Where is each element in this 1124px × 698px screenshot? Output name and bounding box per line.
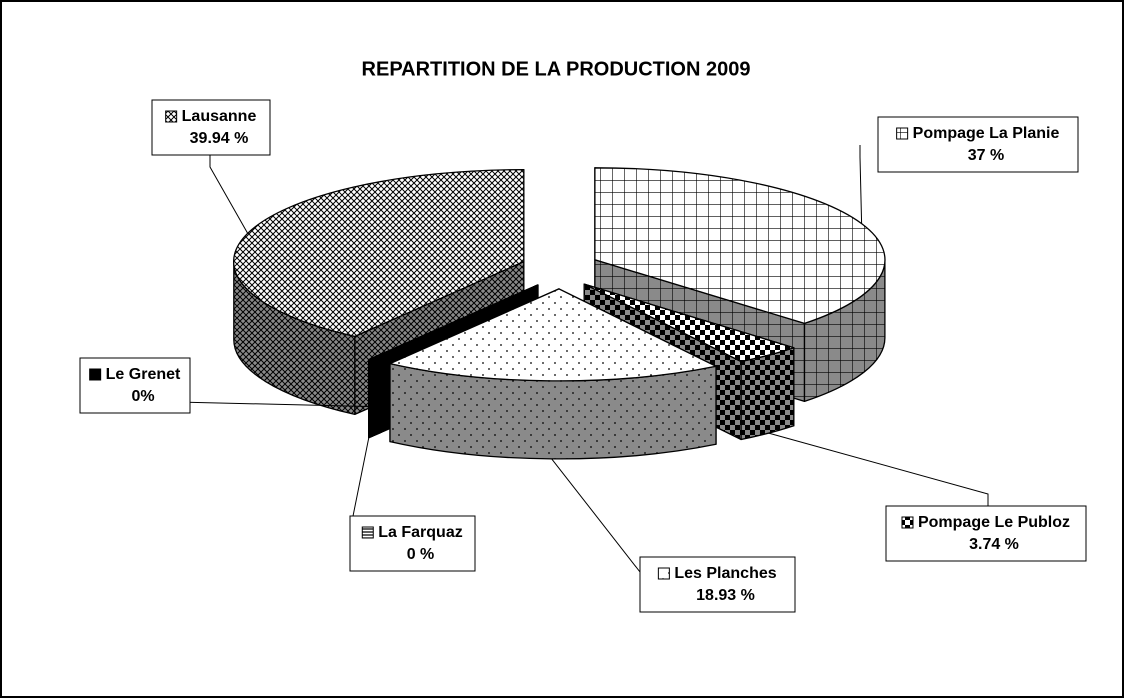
label-name: Pompage La Planie <box>913 125 1060 142</box>
slice-top <box>594 167 886 325</box>
label-box <box>885 505 1087 562</box>
legend-key <box>89 368 102 381</box>
label-name: Les Planches <box>674 565 776 582</box>
legend-key <box>901 516 914 529</box>
leader-line <box>768 432 989 506</box>
legend-key <box>896 127 909 140</box>
legend-key <box>361 526 374 539</box>
label-box <box>877 116 1079 173</box>
label-value: 3.74 % <box>969 536 1019 553</box>
label-box <box>79 357 191 414</box>
slice-top <box>583 283 795 363</box>
label-value: 0 % <box>407 546 435 563</box>
leader-line <box>209 155 249 234</box>
label-value: 0% <box>131 388 154 405</box>
label-value: 18.93 % <box>696 587 755 604</box>
slice-side <box>740 347 795 441</box>
label-name: Pompage Le Publoz <box>918 514 1070 531</box>
label-name: Le Grenet <box>106 366 181 383</box>
label-name: La Farquaz <box>378 524 462 541</box>
label-box <box>639 556 796 613</box>
label-value: 39.94 % <box>190 130 249 147</box>
chart-title: REPARTITION DE LA PRODUCTION 2009 <box>362 58 751 80</box>
label-value: 37 % <box>968 147 1004 164</box>
label-box <box>151 99 271 156</box>
label-name: Lausanne <box>182 108 257 125</box>
legend-key <box>165 110 178 123</box>
legend-key <box>657 567 670 580</box>
leader-line <box>859 145 863 224</box>
label-box <box>349 515 476 572</box>
slice-top <box>389 288 717 382</box>
slice-top <box>368 284 539 361</box>
labels: Pompage La Planie 37 % Pompage Le Publoz 3.… <box>79 99 1087 613</box>
pie <box>233 167 886 460</box>
